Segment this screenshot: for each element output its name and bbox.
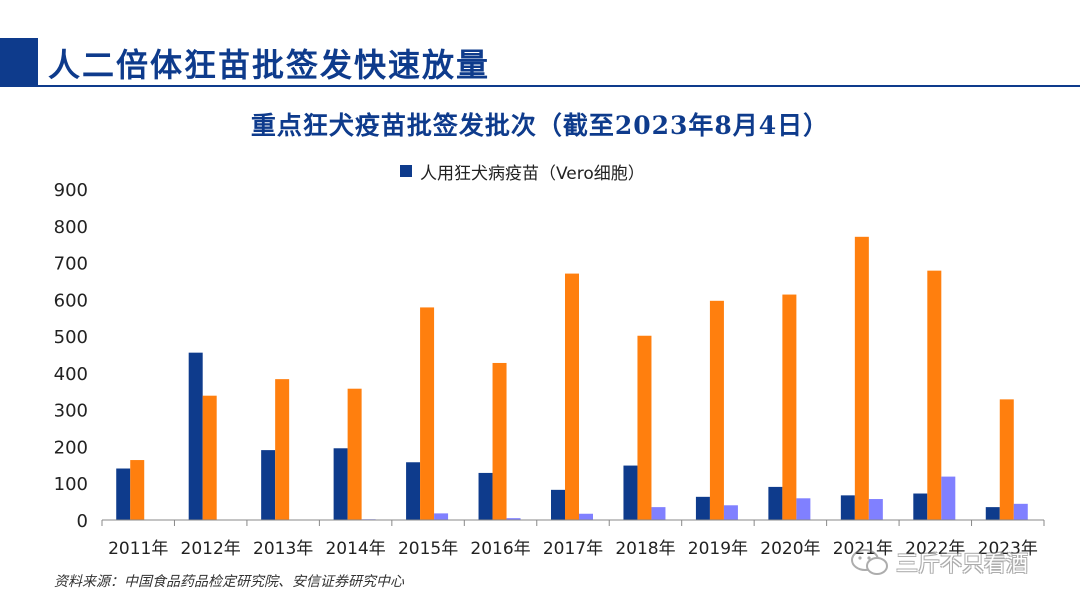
wechat-icon [851,549,888,575]
page-title: 人二倍体狂苗批签发快速放量 [48,46,491,84]
bar-series-2 [651,507,666,520]
legend-swatch-vero [400,165,412,177]
bar-series-2 [506,518,521,520]
bar-series-0 [623,465,638,520]
x-tick-label: 2017年 [543,539,603,559]
x-tick-label: 2016年 [470,539,530,559]
bar-series-1 [565,273,579,520]
bar-series-1 [492,362,507,520]
y-tick-label: 400 [54,364,88,385]
bar-series-0 [695,496,710,520]
bar-series-2 [723,505,738,520]
y-tick-label: 0 [77,511,88,532]
chart-title: 重点狂犬疫苗批签发批次（截至2023年8月4日） [250,111,830,140]
x-tick-label: 2021年 [833,539,893,559]
bar-series-1 [782,294,797,520]
bar-series-0 [188,352,203,520]
bar-series-1 [927,270,942,520]
bar-series-2 [579,513,593,520]
bar-series-0 [478,472,493,520]
watermark-text: 三斤不只看酒 [896,552,1029,577]
y-tick-label: 900 [54,180,88,201]
bar-series-2 [941,476,956,520]
y-tick-label: 200 [54,437,88,458]
bar-series-1 [709,300,724,520]
bar-series-1 [637,335,652,520]
y-tick-label: 300 [54,401,88,422]
bar-series-1 [130,460,145,520]
title-divider [0,85,1080,87]
watermark: 三斤不只看酒 [850,546,1028,578]
bar-series-0 [768,486,783,520]
x-tick-label: 2022年 [905,539,965,559]
chart-legend: 人用狂犬病疫苗（Vero细胞） [400,160,645,184]
x-tick-label: 2013年 [253,539,313,559]
bar-series-1 [999,399,1014,520]
bar-series-2 [868,499,883,520]
bar-series-0 [551,489,565,520]
x-tick-label: 2011年 [108,539,168,559]
x-tick-label: 2018年 [615,539,675,559]
bar-series-0 [913,493,928,520]
bar-series-0 [840,495,855,520]
bar-series-0 [116,468,131,520]
bar-series-1 [275,379,290,520]
bar-series-0 [333,448,348,520]
x-tick-label: 2020年 [760,539,820,559]
x-tick-label: 2012年 [181,539,241,559]
source-note: 资料来源：中国食品药品检定研究院、安信证券研究中心 [54,574,404,590]
bar-series-1 [202,395,217,520]
x-tick-label: 2015年 [398,539,458,559]
bar-series-2 [1013,503,1028,520]
bar-series-2 [434,513,449,520]
x-tick-label: 2023年 [978,539,1038,559]
bar-series-2 [796,498,811,520]
x-tick-label: 2014年 [325,539,385,559]
bar-series-0 [406,462,421,520]
bar-series-0 [985,507,1000,520]
x-tick-label: 2019年 [688,539,748,559]
bar-series-1 [347,388,362,520]
y-tick-label: 100 [54,474,88,495]
bar-series-1 [854,236,869,521]
bar-series-1 [420,307,435,520]
y-tick-label: 800 [54,217,88,238]
legend-label-vero: 人用狂犬病疫苗（Vero细胞） [420,163,645,184]
bar-series-0 [261,450,276,520]
y-tick-label: 700 [54,254,88,275]
y-tick-label: 600 [54,290,88,311]
title-accent-bar [0,38,38,85]
y-tick-label: 500 [54,327,88,348]
